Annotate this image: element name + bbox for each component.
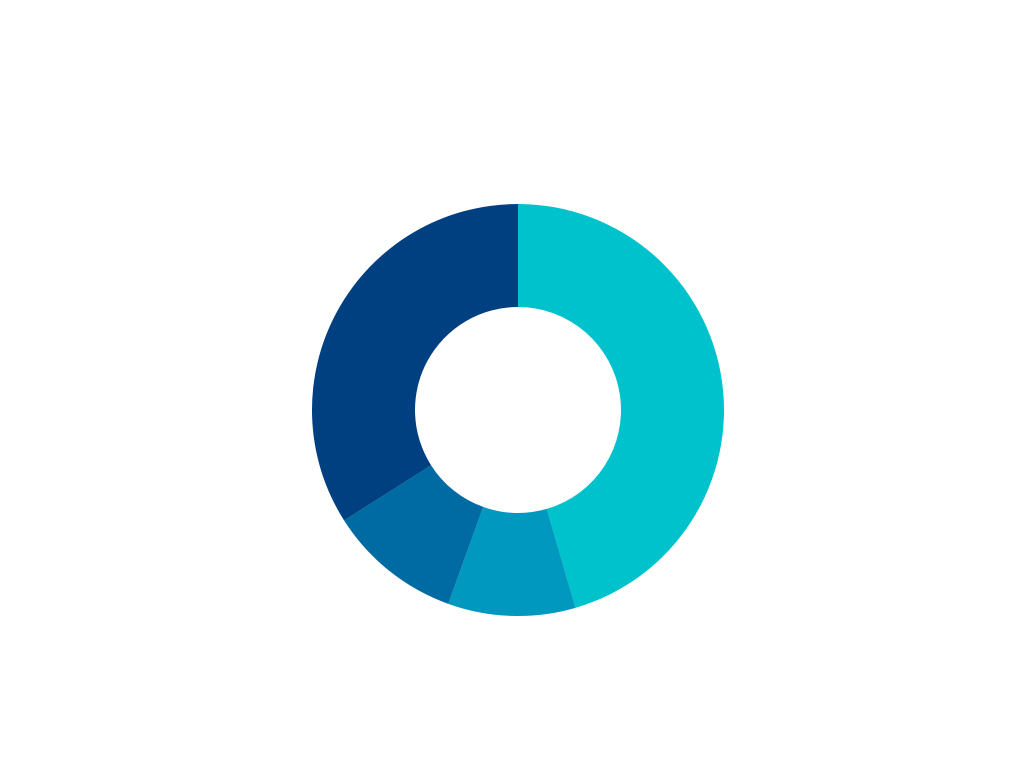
donut-slice-3[interactable] xyxy=(344,465,484,604)
donut-slice-2[interactable] xyxy=(448,506,576,616)
donut-slices xyxy=(311,204,724,616)
donut-slice-1[interactable] xyxy=(518,204,724,608)
donut-slice-4[interactable] xyxy=(311,204,518,521)
